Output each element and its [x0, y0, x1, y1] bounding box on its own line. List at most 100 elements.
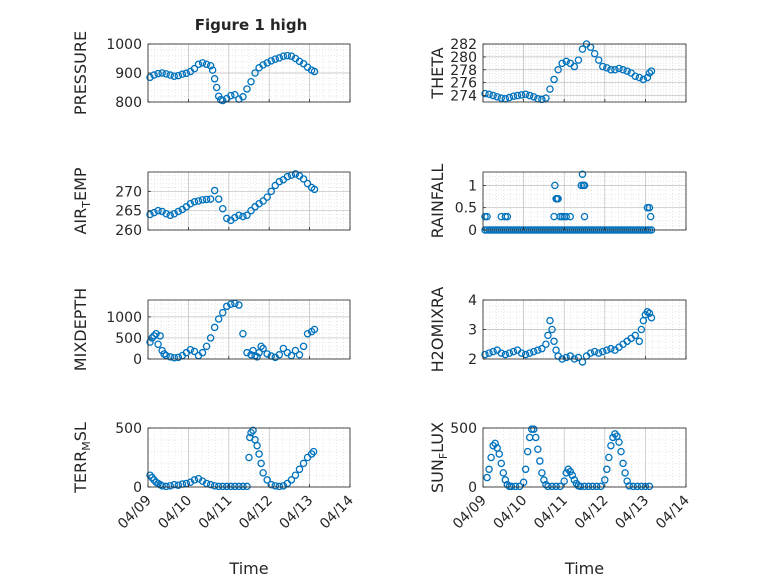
data-point [295, 57, 304, 66]
data-point [645, 309, 654, 318]
data-point [596, 482, 605, 491]
data-point [645, 69, 654, 77]
y-tick-label: 278 [450, 63, 477, 79]
data-point [253, 353, 261, 361]
data-point [170, 210, 179, 218]
plot-area [148, 428, 350, 487]
x-tick-label: 04/10 [491, 493, 531, 533]
data-point [495, 450, 503, 458]
data-point [202, 60, 211, 69]
data-point [218, 308, 227, 317]
y-axis-label: PRESSURE [71, 31, 90, 115]
data-point [599, 347, 607, 356]
data-point [275, 482, 284, 491]
data-point [150, 208, 158, 217]
data-point [550, 337, 558, 346]
data-point [483, 212, 491, 221]
data-point [263, 476, 271, 484]
data-point [578, 170, 587, 178]
axes-frame [147, 171, 351, 231]
subplot-terr_msl: 0 500 04/09 04/10 04/11 04/12 04/13 04/14 Time TE… [71, 421, 357, 578]
data-point [182, 479, 191, 488]
x-tick-label: 04/13 [277, 493, 317, 533]
data-point [521, 350, 530, 359]
data-point [160, 350, 168, 358]
data-point [578, 45, 587, 53]
data-point [239, 93, 247, 101]
y-tick-label: 500 [115, 421, 142, 437]
data-point [223, 214, 231, 223]
data-point [594, 349, 603, 357]
data-point [505, 93, 514, 102]
data-point [489, 91, 497, 100]
data-point [243, 482, 251, 491]
data-point [513, 91, 522, 100]
data-point [158, 482, 166, 490]
data-point [485, 90, 493, 99]
subplot-h2omixra: 2 3 4 H2OMIXRA [428, 287, 687, 372]
data-point [570, 62, 579, 71]
data-point [645, 203, 654, 212]
data-point [299, 342, 308, 351]
data-point [517, 349, 526, 357]
y-tick-label: 500 [115, 331, 142, 347]
data-point [580, 482, 589, 491]
data-point [239, 212, 247, 221]
data-point [637, 482, 646, 491]
data-point [534, 346, 542, 354]
data-point [170, 353, 179, 362]
data-point [279, 52, 288, 60]
data-point [588, 482, 597, 491]
data-point [631, 331, 640, 340]
data-point [194, 60, 203, 69]
y-tick-label: 0 [133, 480, 142, 496]
data-point [623, 67, 631, 75]
plot-area [483, 428, 686, 487]
y-tick-label: 500 [450, 421, 477, 437]
y-tick-label: 0.5 [455, 201, 477, 217]
data-point [275, 54, 284, 62]
data-point [267, 57, 275, 65]
data-point [255, 450, 263, 458]
data-point [194, 197, 203, 205]
data-point [287, 476, 296, 484]
data-point [497, 459, 506, 468]
data-point [239, 329, 247, 338]
data-point [538, 469, 546, 477]
x-tick-label: 04/12 [572, 493, 612, 533]
y-tick-label: 3 [468, 323, 477, 339]
data-point [497, 349, 506, 357]
data-point [247, 206, 255, 215]
data-point [299, 459, 308, 468]
data-point [485, 465, 493, 474]
data-point [548, 482, 556, 491]
data-point [206, 195, 215, 203]
data-point [245, 453, 253, 462]
data-point [186, 345, 195, 354]
data-point [605, 453, 613, 462]
data-point [521, 90, 530, 99]
data-point [231, 482, 239, 491]
data-point [210, 482, 219, 490]
data-point [584, 482, 593, 491]
y-tick-label: 1000 [106, 37, 142, 53]
y-tick-label: 0 [468, 480, 477, 496]
data-point [647, 313, 656, 322]
data-point [267, 187, 275, 196]
data-point [158, 207, 166, 216]
data-point [483, 473, 491, 482]
data-point [497, 94, 506, 102]
data-point [152, 329, 160, 338]
data-point [607, 344, 615, 353]
data-point [212, 83, 221, 92]
data-point [481, 89, 489, 98]
data-point [607, 441, 615, 450]
x-tick-label: 04/11 [531, 493, 571, 533]
data-point [503, 480, 512, 489]
data-point [247, 77, 255, 86]
data-point [190, 198, 199, 206]
data-point [243, 211, 251, 220]
data-point [170, 72, 179, 80]
data-point [544, 482, 552, 491]
